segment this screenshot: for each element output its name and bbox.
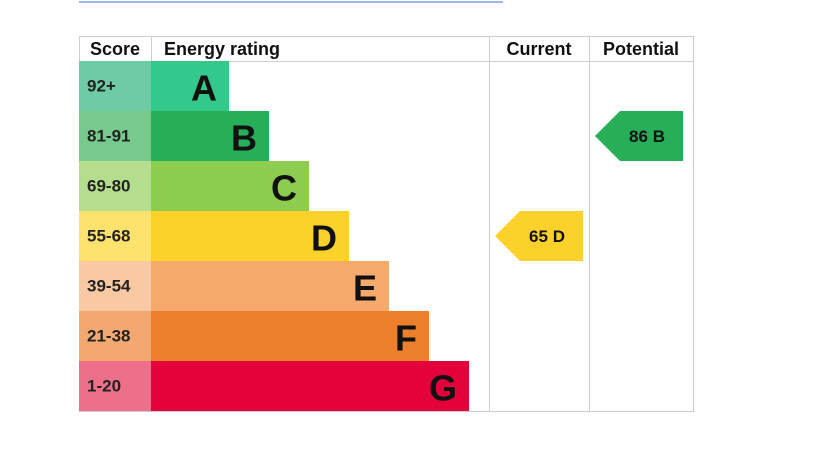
- rating-letter: A: [191, 68, 217, 109]
- current-value: 65: [529, 227, 548, 246]
- score-label: 21-38: [87, 327, 130, 346]
- header-current: Current: [506, 39, 571, 59]
- score-cell: [79, 361, 151, 411]
- header-rating: Energy rating: [164, 39, 280, 59]
- rating-bar: [151, 111, 269, 161]
- header-potential: Potential: [603, 39, 679, 59]
- rating-bar: [151, 161, 309, 211]
- current-letter: D: [553, 227, 565, 246]
- rating-bar: [151, 211, 349, 261]
- score-label: 55-68: [87, 227, 130, 246]
- score-label: 39-54: [87, 277, 131, 296]
- score-cell: [79, 211, 151, 261]
- rating-bar: [151, 311, 429, 361]
- score-label: 1-20: [87, 377, 121, 396]
- score-cell: [79, 311, 151, 361]
- rating-letter: C: [271, 168, 297, 209]
- rating-letter: D: [311, 218, 337, 259]
- score-label: 69-80: [87, 177, 130, 196]
- rating-bar: [151, 361, 469, 411]
- rating-bar: [151, 261, 389, 311]
- score-cell: [79, 161, 151, 211]
- score-cell: [79, 61, 151, 111]
- current-label: 65 D: [529, 227, 565, 246]
- rating-bar: [151, 61, 229, 111]
- score-label: 81-91: [87, 127, 130, 146]
- header-score: Score: [90, 39, 140, 59]
- rating-letter: F: [395, 318, 417, 359]
- potential-letter: B: [653, 127, 665, 146]
- score-cell: [79, 111, 151, 161]
- current-arrow: [495, 211, 583, 261]
- score-label: 92+: [87, 77, 116, 96]
- potential-label: 86 B: [629, 127, 665, 146]
- score-cell: [79, 261, 151, 311]
- rating-letter: B: [231, 118, 257, 159]
- potential-arrow: [595, 111, 683, 161]
- rating-letter: E: [353, 268, 377, 309]
- potential-value: 86: [629, 127, 648, 146]
- rating-letter: G: [429, 368, 457, 409]
